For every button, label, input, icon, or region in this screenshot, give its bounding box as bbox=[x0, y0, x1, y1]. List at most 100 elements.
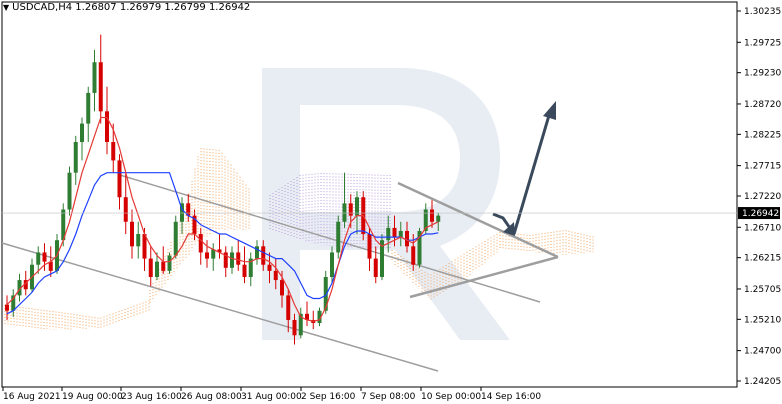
candle-body bbox=[48, 261, 53, 271]
candle-body bbox=[405, 230, 409, 247]
y-tick-label: 1.29230 bbox=[744, 69, 781, 79]
candle-body bbox=[367, 234, 372, 259]
candle-body bbox=[136, 234, 141, 247]
candle-body bbox=[67, 172, 72, 210]
y-tick-label: 1.24205 bbox=[744, 377, 781, 387]
candle-body bbox=[186, 203, 191, 216]
candle-body bbox=[342, 203, 347, 222]
candle-body bbox=[111, 142, 116, 161]
x-tick-label: 23 Aug 16:00 bbox=[121, 392, 182, 402]
tenkan-line bbox=[6, 116, 439, 322]
y-tick-label: 1.28720 bbox=[744, 100, 781, 110]
candle-body bbox=[267, 264, 272, 271]
candle-body bbox=[223, 252, 228, 268]
candle-body bbox=[123, 197, 128, 222]
y-tick-label: 1.25210 bbox=[744, 315, 781, 325]
plot-frame bbox=[1, 1, 738, 388]
y-tick-label: 1.30235 bbox=[744, 7, 781, 17]
candle-body bbox=[5, 304, 9, 311]
y-tick-label: 1.25705 bbox=[744, 285, 781, 295]
candle-body bbox=[411, 246, 416, 265]
candle-body bbox=[436, 215, 441, 222]
x-tick-label: 7 Sep 08:00 bbox=[361, 392, 416, 402]
candle-body bbox=[148, 258, 153, 277]
candle-body bbox=[398, 230, 403, 238]
candle-body bbox=[142, 234, 147, 259]
candle-body bbox=[92, 62, 97, 93]
watermark-logo bbox=[262, 68, 510, 340]
forecast-arrows bbox=[492, 101, 556, 236]
current-price-box bbox=[738, 207, 780, 220]
candle-body bbox=[248, 258, 253, 277]
y-tick-label: 1.24700 bbox=[744, 347, 781, 357]
candle-body bbox=[23, 280, 28, 290]
y-tick-label: 1.27220 bbox=[744, 192, 781, 202]
candle-body bbox=[173, 221, 178, 256]
channel-lower-line bbox=[1, 242, 439, 372]
candle-body bbox=[386, 227, 391, 241]
candle-body bbox=[292, 319, 297, 336]
candle-body bbox=[205, 252, 209, 259]
candle-body bbox=[430, 209, 434, 222]
candle-body bbox=[130, 221, 134, 247]
candle-body bbox=[355, 197, 359, 216]
candle-body bbox=[11, 295, 16, 311]
candle-body bbox=[417, 230, 422, 265]
triangle-upper-line bbox=[397, 181, 559, 259]
cloud-area-bear bbox=[499, 230, 594, 255]
candle-body bbox=[98, 62, 103, 112]
cloud-area-bear bbox=[149, 148, 250, 305]
candle-body bbox=[423, 209, 428, 231]
candle-body bbox=[42, 252, 47, 262]
current-price-tag: 1.26942 bbox=[2, 207, 780, 220]
candle-body bbox=[167, 255, 172, 271]
candle-body bbox=[305, 313, 309, 320]
x-tick-label: 19 Aug 00:00 bbox=[62, 392, 123, 402]
y-tick-label: 1.29725 bbox=[744, 38, 781, 48]
kijun-line bbox=[6, 172, 439, 315]
ohlc-open: 1.26807 bbox=[75, 2, 117, 13]
candle-body bbox=[348, 203, 353, 216]
candle-body bbox=[273, 270, 278, 281]
y-tick-label: 1.27715 bbox=[744, 162, 781, 172]
x-tick-label: 14 Sep 16:00 bbox=[481, 392, 541, 402]
cloud-area-bear bbox=[391, 232, 501, 300]
candle-body bbox=[211, 249, 216, 259]
current-price-label: 1.26942 bbox=[742, 209, 779, 219]
candle-body bbox=[323, 276, 328, 311]
candle-body bbox=[330, 252, 334, 277]
candle-body bbox=[255, 246, 259, 259]
candle-body bbox=[380, 240, 384, 277]
candle-body bbox=[392, 227, 397, 238]
candle-body bbox=[217, 249, 222, 253]
candle-body bbox=[117, 160, 122, 198]
dropdown-triangle-icon[interactable]: ▼ bbox=[3, 3, 10, 12]
indicator-lines bbox=[6, 116, 439, 322]
candle-body bbox=[180, 203, 184, 222]
candle-body bbox=[198, 234, 203, 253]
forecast-arrowhead-down bbox=[503, 222, 515, 236]
x-tick-label: 2 Sep 16:00 bbox=[301, 392, 356, 402]
trend-channel bbox=[1, 174, 559, 372]
candle-body bbox=[336, 221, 341, 253]
candle-body bbox=[261, 246, 266, 265]
y-tick-label: 1.28225 bbox=[744, 130, 781, 140]
watermark-letter bbox=[262, 68, 510, 340]
candle-body bbox=[73, 142, 78, 173]
candle-body bbox=[61, 209, 66, 241]
x-tick-label: 31 Aug 00:00 bbox=[241, 392, 302, 402]
candle-body bbox=[155, 261, 159, 277]
candle-body bbox=[236, 252, 241, 265]
candle-body bbox=[242, 264, 247, 277]
candle-body bbox=[373, 258, 378, 277]
chart-header: ▼ USDCAD,H4 1.26807 1.26979 1.26799 1.269… bbox=[3, 2, 250, 13]
candle-body bbox=[280, 280, 284, 296]
forecast-arrow-up bbox=[512, 111, 552, 235]
forecast-arrowhead-up bbox=[543, 101, 556, 120]
cloud-area-bear bbox=[4, 300, 150, 330]
candle-body bbox=[36, 252, 41, 265]
x-tick-label: 10 Sep 00:00 bbox=[421, 392, 481, 402]
